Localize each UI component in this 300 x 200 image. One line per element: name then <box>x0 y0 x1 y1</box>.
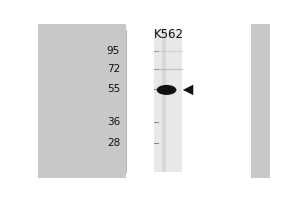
Text: K562: K562 <box>154 28 184 41</box>
Bar <box>154 30 182 172</box>
Text: 55: 55 <box>107 84 120 94</box>
Text: 72: 72 <box>107 64 120 74</box>
Bar <box>162 30 166 172</box>
Ellipse shape <box>157 85 176 95</box>
Bar <box>126 30 251 172</box>
Bar <box>251 24 270 178</box>
Text: 36: 36 <box>107 117 120 127</box>
Text: 95: 95 <box>107 46 120 56</box>
Polygon shape <box>183 85 193 95</box>
Bar <box>38 24 126 178</box>
Text: 28: 28 <box>107 138 120 148</box>
